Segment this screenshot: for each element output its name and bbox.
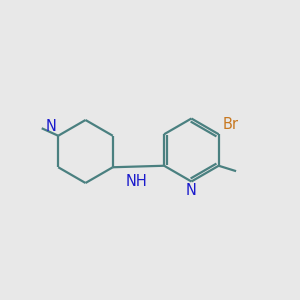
Text: Br: Br [222,117,238,132]
Text: N: N [46,119,57,134]
Text: N: N [186,183,197,198]
Text: NH: NH [126,174,148,189]
